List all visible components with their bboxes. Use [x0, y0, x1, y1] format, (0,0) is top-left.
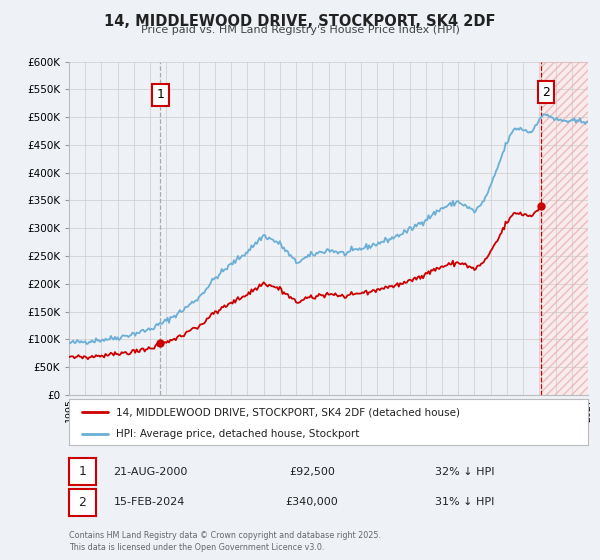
Text: 21-AUG-2000: 21-AUG-2000 — [113, 466, 187, 477]
Text: Contains HM Land Registry data © Crown copyright and database right 2025.
This d: Contains HM Land Registry data © Crown c… — [69, 531, 381, 552]
Text: 14, MIDDLEWOOD DRIVE, STOCKPORT, SK4 2DF (detached house): 14, MIDDLEWOOD DRIVE, STOCKPORT, SK4 2DF… — [116, 407, 460, 417]
Text: 1: 1 — [79, 465, 86, 478]
Text: 32% ↓ HPI: 32% ↓ HPI — [435, 466, 495, 477]
Text: 1: 1 — [157, 88, 164, 101]
Text: 31% ↓ HPI: 31% ↓ HPI — [436, 497, 494, 507]
Bar — [541, 62, 588, 395]
Text: 14, MIDDLEWOOD DRIVE, STOCKPORT, SK4 2DF: 14, MIDDLEWOOD DRIVE, STOCKPORT, SK4 2DF — [104, 14, 496, 29]
Bar — [541, 62, 588, 395]
Text: £92,500: £92,500 — [289, 466, 335, 477]
Text: HPI: Average price, detached house, Stockport: HPI: Average price, detached house, Stoc… — [116, 429, 359, 438]
Text: 2: 2 — [79, 496, 86, 509]
Text: 2: 2 — [542, 86, 550, 99]
Text: Price paid vs. HM Land Registry's House Price Index (HPI): Price paid vs. HM Land Registry's House … — [140, 25, 460, 35]
Text: 15-FEB-2024: 15-FEB-2024 — [115, 497, 185, 507]
Text: £340,000: £340,000 — [286, 497, 338, 507]
